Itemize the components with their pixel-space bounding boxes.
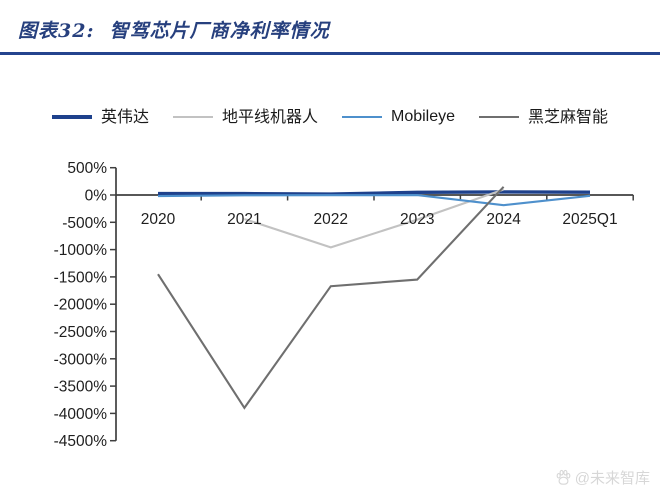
watermark: @未来智库 — [555, 467, 650, 488]
legend-item-1: 地平线机器人 — [172, 107, 318, 127]
y-tick-label: -1000% — [54, 242, 108, 259]
y-tick-label: -2500% — [54, 324, 108, 341]
series-line-3 — [157, 186, 505, 410]
title-divider — [0, 52, 660, 55]
series-line-2 — [157, 194, 591, 207]
legend-item-2: Mobileye — [341, 107, 456, 127]
x-category-label: 2023 — [400, 211, 434, 228]
baidu-paw-icon — [556, 469, 571, 485]
y-tick-label: -4000% — [54, 406, 108, 423]
legend-item-0: 英伟达 — [51, 107, 149, 127]
series-line-0 — [158, 190, 591, 196]
legend-item-3: 黑芝麻智能 — [479, 107, 608, 127]
x-category-label: 2022 — [314, 211, 348, 228]
x-category-label: 2021 — [227, 211, 261, 228]
watermark-text: @未来智库 — [574, 470, 650, 487]
legend-label: 地平线机器人 — [221, 107, 318, 126]
series-line-1 — [244, 188, 504, 249]
figure-title: 图表32: 智驾芯片厂商净利率情况 — [18, 20, 330, 42]
y-tick-label: -3500% — [54, 379, 108, 396]
y-tick-label: -4500% — [54, 433, 108, 450]
legend-swatch-icon — [51, 115, 92, 119]
y-tick-label: 500% — [67, 160, 107, 177]
legend-label: 英伟达 — [100, 107, 149, 126]
y-tick-label: -500% — [62, 215, 107, 232]
y-tick-label: -2000% — [54, 297, 108, 314]
legend-swatch-icon — [341, 115, 382, 119]
chart-legend: 英伟达 地平线机器人 Mobileye 黑芝麻智能 — [0, 106, 660, 128]
legend-label: Mobileye — [390, 108, 456, 125]
legend-swatch-icon — [172, 115, 213, 119]
y-tick-label: -1500% — [54, 269, 108, 286]
legend-label: 黑芝麻智能 — [528, 107, 609, 126]
y-tick-label: 0% — [85, 188, 108, 205]
x-category-label: 2025Q1 — [562, 211, 617, 228]
y-tick-label: -3000% — [54, 351, 108, 368]
legend-swatch-icon — [479, 115, 520, 119]
x-category-label: 2024 — [486, 211, 521, 228]
x-category-label: 2020 — [141, 211, 176, 228]
